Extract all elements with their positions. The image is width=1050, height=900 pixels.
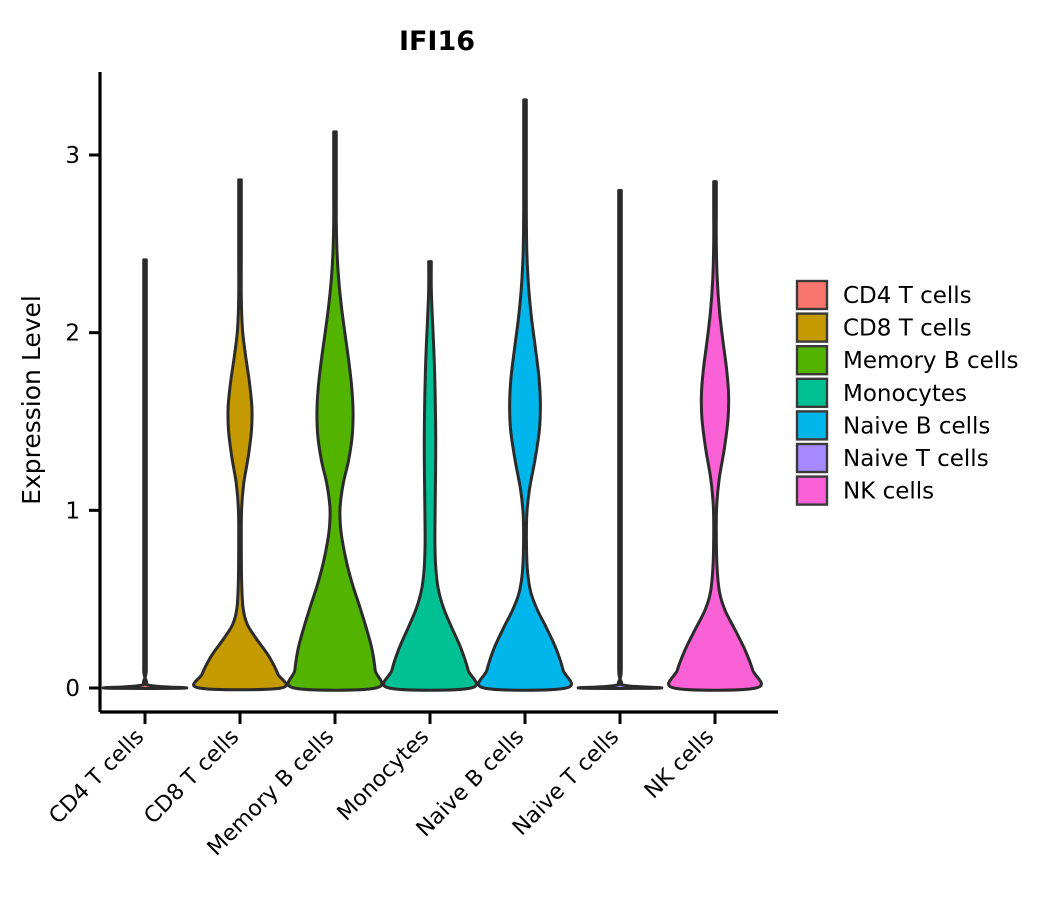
x-tick-label: NK cells	[640, 725, 719, 804]
legend-swatch-cd8-t-cells[interactable]	[795, 312, 829, 343]
legend: CD4 T cells CD8 T cells Memory B cells Mono…	[795, 279, 1019, 506]
legend-label: Monocytes	[843, 381, 967, 407]
y-tick-label: 1	[65, 498, 80, 524]
violin-monocytes	[382, 260, 478, 692]
x-tick-label: CD8 T cells	[140, 725, 245, 830]
legend-swatch-memory-b-cells[interactable]	[795, 345, 829, 376]
legend-swatch-cd4-t-cells[interactable]	[795, 279, 829, 311]
x-tick-label: Monocytes	[333, 725, 435, 827]
y-axis-ticks: 0 1 2 3	[65, 143, 100, 702]
legend-label: NK cells	[843, 479, 934, 505]
violin-memory-b-cells	[286, 130, 384, 692]
violin-cd4-t-cells	[101, 258, 189, 690]
violin-series-group	[101, 98, 763, 692]
y-tick-label: 2	[65, 321, 80, 347]
violin-naive-b-cells	[477, 98, 573, 692]
legend-label: CD4 T cells	[843, 283, 972, 309]
legend-label: CD8 T cells	[843, 316, 972, 342]
x-tick-label: CD4 T cells	[45, 725, 150, 830]
violin-nk-cells	[667, 180, 763, 692]
y-tick-label: 0	[65, 676, 80, 702]
page-title: IFI16	[399, 26, 475, 57]
x-axis-ticks	[143, 712, 717, 724]
violin-naive-t-cells	[576, 189, 664, 690]
legend-label: Naive B cells	[843, 413, 990, 439]
legend-swatch-monocytes[interactable]	[795, 377, 829, 408]
y-axis-title: Expression Level	[17, 295, 46, 505]
legend-label: Naive T cells	[843, 446, 989, 472]
violin-cd8-t-cells	[192, 178, 288, 692]
legend-swatch-naive-b-cells[interactable]	[795, 410, 829, 441]
y-tick-label: 3	[65, 143, 80, 169]
legend-label: Memory B cells	[843, 348, 1019, 374]
legend-swatch-nk-cells[interactable]	[795, 475, 829, 506]
legend-swatch-naive-t-cells[interactable]	[795, 442, 829, 474]
